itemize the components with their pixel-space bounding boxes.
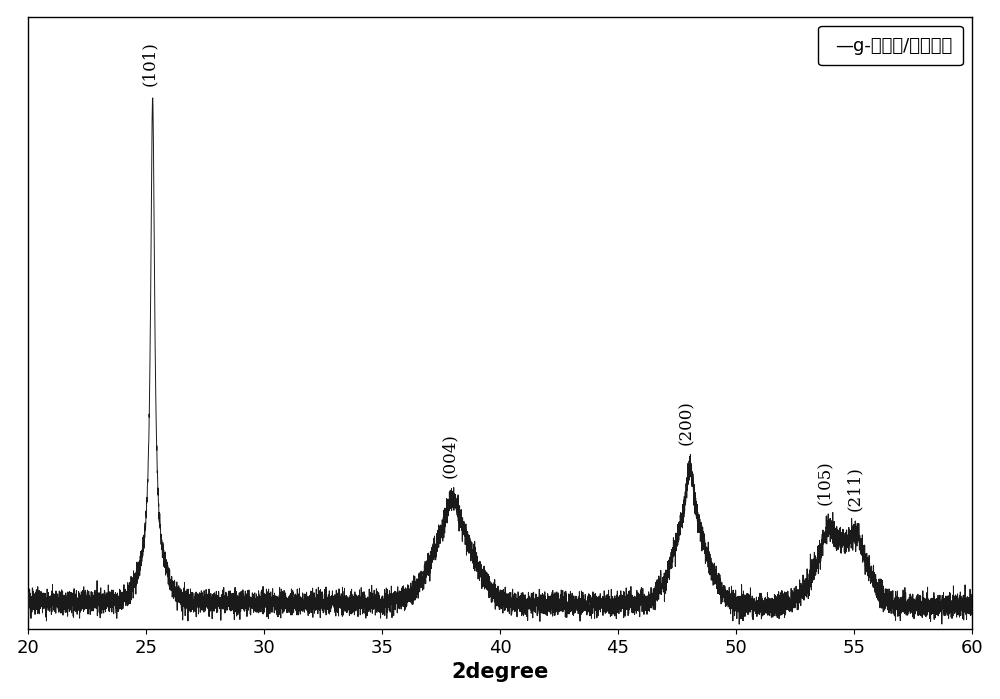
Text: (105): (105) [816, 461, 833, 505]
Text: (004): (004) [441, 433, 458, 478]
Text: (211): (211) [846, 466, 863, 511]
Legend: —g-氮化碳/二氧化馒: —g-氮化碳/二氧化馒 [818, 26, 963, 66]
X-axis label: 2degree: 2degree [451, 663, 549, 682]
Text: (200): (200) [678, 400, 695, 445]
Text: (101): (101) [141, 41, 158, 86]
